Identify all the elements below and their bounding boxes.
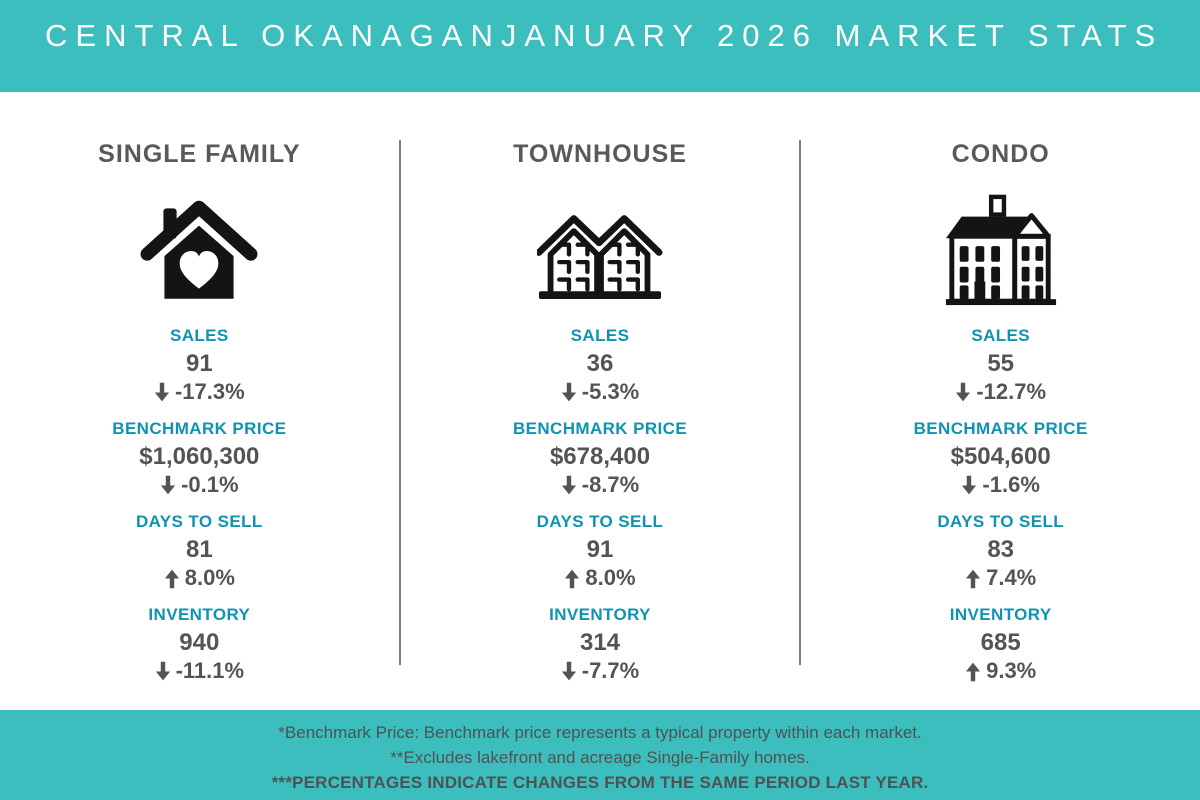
stat-value: $678,400 xyxy=(549,443,651,470)
stat-change: 8.0% xyxy=(164,564,235,592)
trend-arrow-icon xyxy=(164,568,180,589)
trend-arrow-icon xyxy=(154,382,170,403)
column-condo: CONDO xyxy=(801,92,1200,710)
stat-value: 83 xyxy=(987,536,1015,563)
stat-change-value: -5.3% xyxy=(581,379,640,404)
stat-days-to-sell: DAYS TO SELL 81 8.0% xyxy=(136,511,263,592)
stat-label: DAYS TO SELL xyxy=(536,512,664,531)
stat-label: DAYS TO SELL xyxy=(136,512,263,531)
stat-change-value: -17.3% xyxy=(174,379,245,404)
townhouse-icon xyxy=(537,189,663,311)
column-divider xyxy=(799,140,802,665)
stat-label: SALES xyxy=(570,326,630,345)
stat-change-value: -1.6% xyxy=(982,472,1040,497)
stat-change: -7.7% xyxy=(561,657,639,685)
stat-label: BENCHMARK PRICE xyxy=(512,419,688,438)
stat-change: -1.6% xyxy=(961,471,1040,499)
column-divider xyxy=(398,140,401,665)
trend-arrow-icon xyxy=(961,475,977,496)
stat-value: $504,600 xyxy=(950,443,1051,470)
stat-value: 91 xyxy=(586,536,614,563)
trend-arrow-icon xyxy=(561,475,577,496)
stat-change: -8.7% xyxy=(561,471,639,499)
stat-value: 91 xyxy=(185,350,213,377)
stat-label: SALES xyxy=(971,326,1031,345)
stat-value: 314 xyxy=(579,629,621,656)
header-bar: CENTRAL OKANAGAN JANUARY 2026 MARKET STA… xyxy=(0,0,1200,92)
stat-sales: SALES 91 -17.3% xyxy=(154,325,245,406)
trend-arrow-icon xyxy=(564,568,580,589)
stat-change: -12.7% xyxy=(955,378,1046,406)
stat-value: 685 xyxy=(980,629,1021,656)
stat-benchmark-price: BENCHMARK PRICE $504,600 -1.6% xyxy=(914,418,1088,499)
column-single-family: SINGLE FAMILY SALES 91 -17.3% BENCHMARK xyxy=(0,92,399,710)
stat-change: -5.3% xyxy=(561,378,639,406)
condo-building-icon xyxy=(942,189,1060,311)
stat-sales: SALES 36 -5.3% xyxy=(561,325,639,406)
footnote-percentages: ***PERCENTAGES INDICATE CHANGES FROM THE… xyxy=(271,773,929,792)
stat-change: -0.1% xyxy=(160,471,239,499)
footer-bar: *Benchmark Price: Benchmark price repres… xyxy=(0,710,1200,800)
stat-change: 7.4% xyxy=(965,564,1036,592)
trend-arrow-icon xyxy=(160,475,176,496)
stat-change-value: -8.7% xyxy=(581,472,640,497)
market-columns: SINGLE FAMILY SALES 91 -17.3% BENCHMARK xyxy=(0,92,1200,710)
stat-change-value: -0.1% xyxy=(181,472,239,497)
stat-days-to-sell: DAYS TO SELL 91 8.0% xyxy=(537,511,664,592)
stat-change-value: 8.0% xyxy=(585,565,636,590)
trend-arrow-icon xyxy=(561,661,577,682)
column-title: TOWNHOUSE xyxy=(513,140,687,168)
stat-change: -11.1% xyxy=(155,657,245,685)
stat-inventory: INVENTORY 940 -11.1% xyxy=(148,604,250,685)
stat-value: 36 xyxy=(586,350,614,377)
stat-label: DAYS TO SELL xyxy=(937,512,1065,531)
stat-label: BENCHMARK PRICE xyxy=(112,419,287,438)
stat-change-value: 7.4% xyxy=(986,565,1037,590)
stat-sales: SALES 55 -12.7% xyxy=(955,325,1046,406)
column-townhouse: TOWNHOUSE xyxy=(401,92,800,710)
column-title: SINGLE FAMILY xyxy=(98,140,301,168)
stat-days-to-sell: DAYS TO SELL 83 7.4% xyxy=(937,511,1064,592)
trend-arrow-icon xyxy=(965,661,981,682)
stat-label: INVENTORY xyxy=(148,605,251,624)
stat-label: BENCHMARK PRICE xyxy=(913,419,1088,438)
header-title-right: JANUARY 2026 MARKET STATS xyxy=(500,18,1164,53)
stat-benchmark-price: BENCHMARK PRICE $1,060,300 -0.1% xyxy=(112,418,286,499)
trend-arrow-icon xyxy=(965,568,981,589)
column-title: CONDO xyxy=(951,140,1050,168)
stat-change-value: -11.1% xyxy=(175,658,245,683)
stat-change: 9.3% xyxy=(965,657,1036,685)
stat-value: 81 xyxy=(185,536,213,563)
stat-value: $1,060,300 xyxy=(139,443,260,470)
footnote-excludes: **Excludes lakefront and acreage Single-… xyxy=(390,748,810,767)
stat-value: 55 xyxy=(987,350,1015,377)
stat-label: INVENTORY xyxy=(949,605,1052,624)
stat-change: -17.3% xyxy=(154,378,245,406)
stat-change-value: 8.0% xyxy=(184,565,235,590)
stat-label: SALES xyxy=(169,326,229,345)
stat-label: INVENTORY xyxy=(549,605,651,624)
stat-change-value: -7.7% xyxy=(581,658,640,683)
stat-change-value: -12.7% xyxy=(976,379,1047,404)
trend-arrow-icon xyxy=(955,382,971,403)
footnote-benchmark: *Benchmark Price: Benchmark price repres… xyxy=(278,723,922,742)
stat-change: 8.0% xyxy=(564,564,636,592)
stat-value: 940 xyxy=(179,629,220,656)
trend-arrow-icon xyxy=(155,661,171,682)
stat-change-value: 9.3% xyxy=(986,658,1037,683)
header-title-left: CENTRAL OKANAGAN xyxy=(45,18,501,53)
stat-benchmark-price: BENCHMARK PRICE $678,400 -8.7% xyxy=(513,418,687,499)
stat-inventory: INVENTORY 314 -7.7% xyxy=(549,604,651,685)
trend-arrow-icon xyxy=(561,382,577,403)
house-heart-icon xyxy=(138,189,260,311)
stat-inventory: INVENTORY 685 9.3% xyxy=(950,604,1052,685)
